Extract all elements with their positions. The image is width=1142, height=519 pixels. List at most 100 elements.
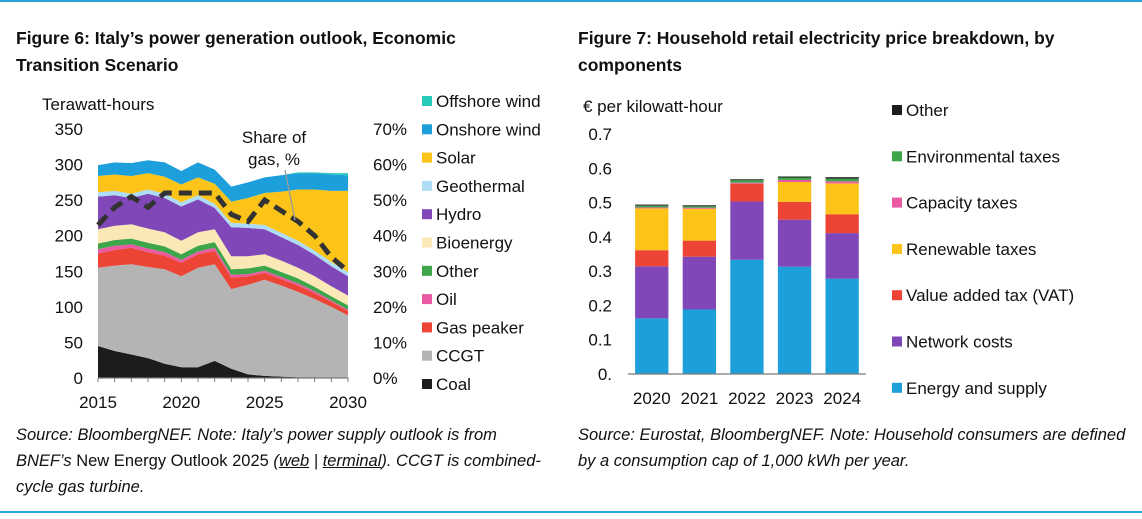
- y-tick-label: 200: [55, 227, 83, 246]
- legend-label-network-costs: Network costs: [906, 333, 1013, 352]
- share-of-gas-annotation: Share of: [242, 128, 307, 147]
- legend-label-offshore-wind: Offshore wind: [436, 92, 541, 111]
- bar-capacity-taxes-2022: [730, 182, 764, 184]
- legend-swatch-offshore-wind: [422, 96, 432, 106]
- web-link[interactable]: web: [278, 452, 310, 470]
- bar-other-2021: [682, 205, 716, 207]
- bar-other-2020: [635, 204, 669, 206]
- y-tick-label: 0.5: [588, 194, 612, 213]
- legend-label-other: Other: [436, 262, 479, 281]
- y-tick-label: 50: [64, 333, 83, 352]
- x-tick-label: 2021: [680, 389, 718, 408]
- bar-value-added-tax-vat-2021: [682, 240, 716, 257]
- legend-label-coal: Coal: [436, 375, 471, 394]
- bar-environmental-taxes-2020: [635, 205, 669, 208]
- bar-other-2023: [777, 176, 812, 178]
- bar-energy-and-supply-2022: [730, 259, 764, 374]
- legend-swatch-environmental-taxes: [892, 151, 902, 162]
- legend-label-renewable-taxes: Renewable taxes: [906, 240, 1036, 259]
- x-tick-label: 2020: [162, 393, 200, 412]
- y-tick-label: 0.3: [588, 262, 612, 281]
- y-tick-label: 0.: [598, 365, 612, 384]
- legend-label-energy-and-supply: Energy and supply: [906, 379, 1047, 398]
- y-tick-label: 0.1: [588, 331, 612, 350]
- area-bioenergy: [98, 224, 348, 306]
- legend-swatch-other: [422, 265, 432, 276]
- area-hydro: [98, 193, 348, 296]
- legend-label-ccgt: CCGT: [436, 347, 484, 366]
- bar-energy-and-supply-2020: [635, 318, 669, 374]
- source-note-text: ). CCGT is combined-cycle gas turbine.: [16, 452, 541, 496]
- bar-capacity-taxes-2024: [825, 181, 859, 184]
- figure-7-source-note: Source: Eurostat, BloombergNEF. Note: Ho…: [578, 426, 1126, 470]
- y-tick-label: 100: [55, 298, 83, 317]
- annotation-leader: [284, 169, 296, 221]
- bar-value-added-tax-vat-2024: [825, 214, 859, 234]
- legend-label-environmental-taxes: Environmental taxes: [906, 147, 1060, 166]
- legend-swatch-network-costs: [892, 336, 902, 347]
- bar-environmental-taxes-2022: [730, 180, 764, 183]
- legend-label-onshore-wind: Onshore wind: [436, 120, 541, 139]
- y-tick-label: 0.2: [588, 296, 612, 315]
- x-tick-label: 2023: [776, 389, 814, 408]
- bar-other-2022: [730, 179, 764, 181]
- legend-swatch-bioenergy: [422, 237, 432, 248]
- bar-renewable-taxes-2021: [682, 208, 716, 241]
- y2-tick-label: 30%: [373, 262, 407, 281]
- legend-label-other: Other: [906, 101, 949, 120]
- source-note-text: Source: BloombergNEF. Note: Italy’s powe…: [16, 426, 497, 470]
- area-onshore-wind: [98, 160, 348, 202]
- y2-tick-label: 10%: [373, 333, 407, 352]
- bar-capacity-taxes-2021: [682, 207, 716, 209]
- bar-environmental-taxes-2021: [682, 206, 716, 208]
- bar-value-added-tax-vat-2023: [777, 201, 812, 220]
- area-solar: [98, 173, 348, 272]
- bottom-rule: [0, 511, 1142, 513]
- legend-swatch-geothermal: [422, 180, 432, 191]
- legend-swatch-value-added-tax-vat: [892, 290, 902, 301]
- bar-energy-and-supply-2023: [777, 266, 812, 374]
- legend-label-solar: Solar: [436, 149, 476, 168]
- legend-swatch-capacity-taxes: [892, 197, 902, 208]
- legend-label-hydro: Hydro: [436, 205, 481, 224]
- legend-swatch-renewable-taxes: [892, 243, 902, 254]
- legend-label-capacity-taxes: Capacity taxes: [906, 194, 1018, 213]
- y2-tick-label: 70%: [373, 120, 407, 139]
- y-tick-label: 0: [74, 369, 83, 388]
- legend-swatch-coal: [422, 379, 432, 389]
- y2-tick-label: 50%: [373, 191, 407, 210]
- area-ccgt: [98, 264, 348, 378]
- legend-label-gas-peaker: Gas peaker: [436, 318, 524, 337]
- y-tick-label: 150: [55, 262, 83, 281]
- legend-swatch-gas-peaker: [422, 322, 432, 333]
- share-of-gas-annotation: gas, %: [248, 150, 300, 169]
- legend-label-oil: Oil: [436, 290, 457, 309]
- x-tick-label: 2020: [633, 389, 671, 408]
- y2-tick-label: 60%: [373, 156, 407, 175]
- y-tick-label: 250: [55, 191, 83, 210]
- y-tick-label: 350: [55, 120, 83, 139]
- top-rule: [0, 0, 1142, 2]
- legend-label-bioenergy: Bioenergy: [436, 234, 513, 253]
- x-tick-label: 2025: [246, 393, 284, 412]
- terminal-link[interactable]: terminal: [322, 452, 382, 470]
- share-of-gas-line: [96, 190, 350, 274]
- y-tick-label: 0.4: [588, 228, 612, 247]
- bar-capacity-taxes-2023: [777, 179, 812, 182]
- area-coal: [98, 346, 348, 378]
- bar-renewable-taxes-2020: [635, 208, 669, 251]
- x-tick-label: 2030: [329, 393, 367, 412]
- source-note-text: (: [268, 452, 279, 470]
- y2-tick-label: 0%: [373, 369, 398, 388]
- bar-energy-and-supply-2021: [682, 309, 716, 374]
- source-note-text: |: [309, 452, 323, 470]
- bar-network-costs-2022: [730, 201, 764, 260]
- figure-7-title: Figure 7: Household retail electricity p…: [578, 28, 1055, 75]
- y-axis-title: Terawatt-hours: [42, 95, 154, 114]
- bar-network-costs-2024: [825, 233, 859, 279]
- legend-swatch-hydro: [422, 209, 432, 220]
- bar-network-costs-2023: [777, 219, 812, 267]
- x-tick-label: 2015: [79, 393, 117, 412]
- legend-swatch-other: [892, 105, 902, 115]
